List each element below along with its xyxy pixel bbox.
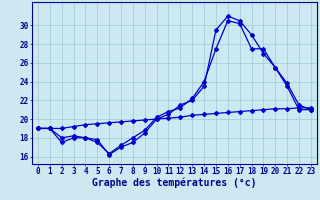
X-axis label: Graphe des températures (°c): Graphe des températures (°c) xyxy=(92,178,257,188)
